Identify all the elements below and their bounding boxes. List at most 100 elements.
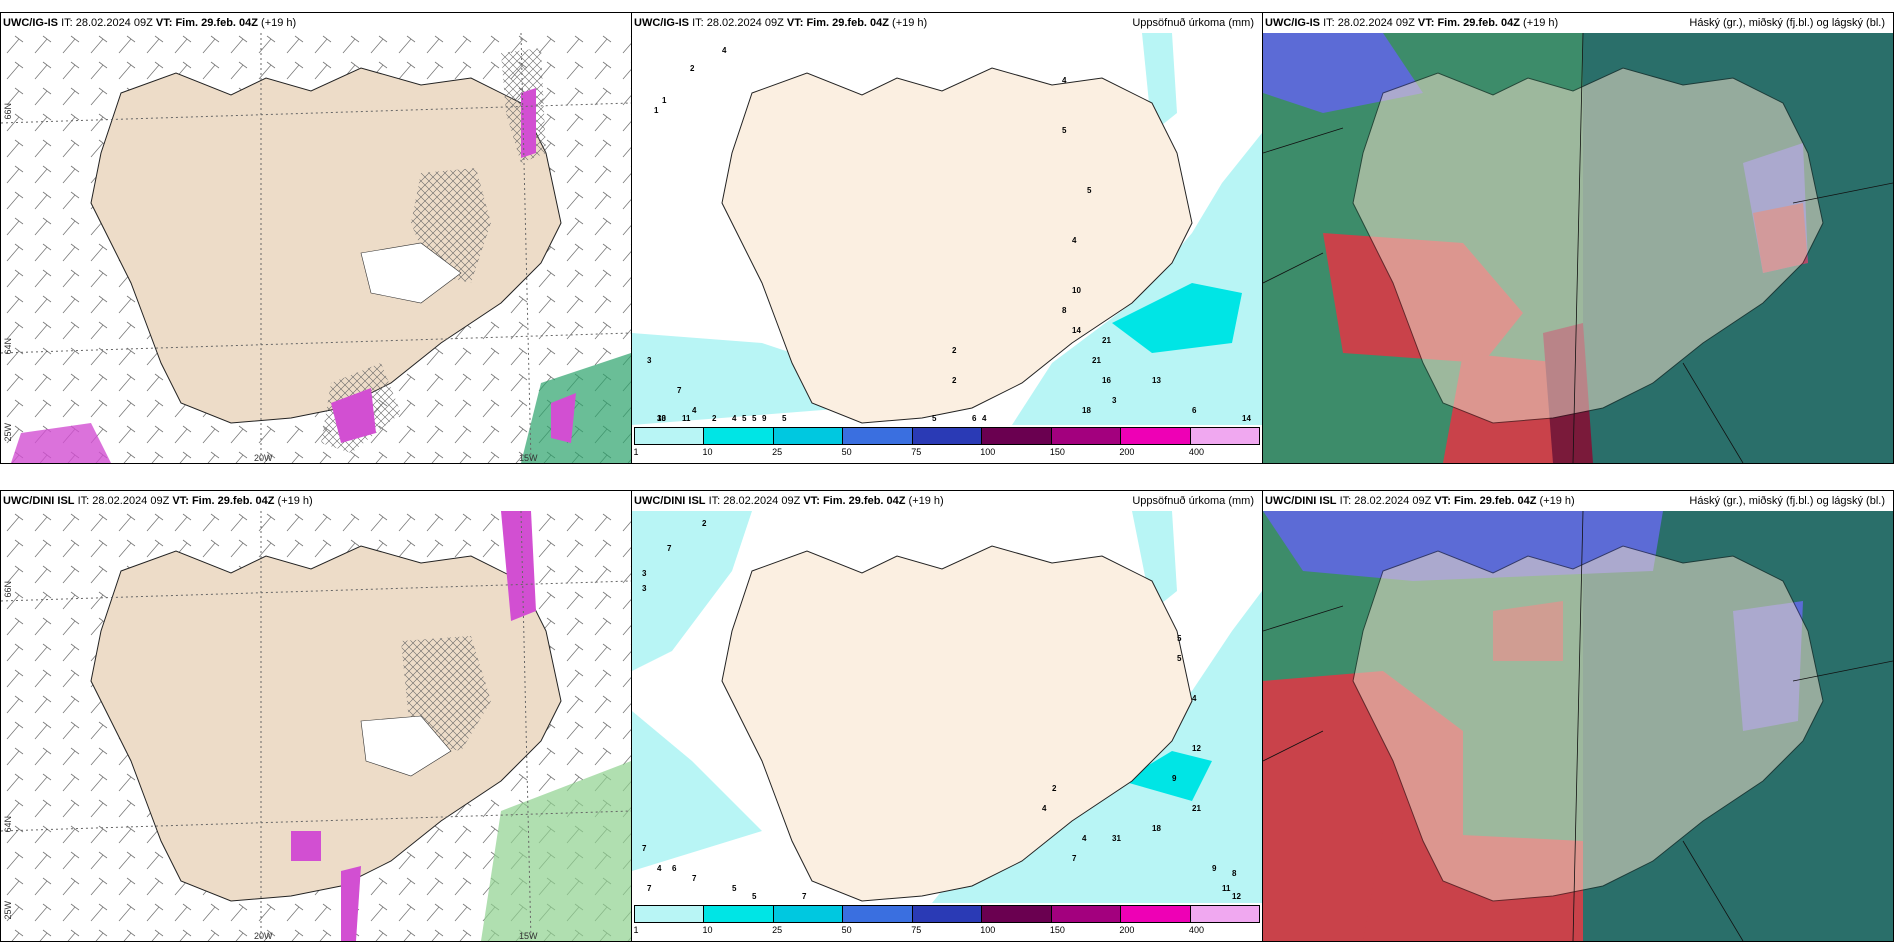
- precip-value-label: 7: [1072, 854, 1077, 863]
- precip-value-label: 1: [654, 106, 659, 115]
- precip-value-label: 4: [1042, 804, 1047, 813]
- precip-value-label: 14: [1242, 414, 1251, 423]
- legend-tick-label: 150: [1049, 447, 1065, 457]
- precip-value-label: 3: [642, 584, 647, 593]
- axis-label-15w: 15W: [519, 931, 538, 941]
- precip-value-label: 5: [752, 414, 757, 423]
- legend-swatch: [982, 428, 1052, 444]
- precip-value-label: 21: [1192, 804, 1201, 813]
- precip-value-label: 4: [692, 406, 697, 415]
- panel-precip-dini: UWC/DINI ISL IT: 28.02.2024 09Z VT: Fim.…: [631, 490, 1263, 942]
- legend-swatch: [912, 906, 983, 922]
- panel-header: UWC/IG-IS IT: 28.02.2024 09Z VT: Fim. 29…: [632, 13, 1262, 33]
- legend-tick-label: 10: [702, 925, 713, 935]
- legend-swatch: [843, 428, 913, 444]
- precip-value-label: 8: [1232, 869, 1237, 878]
- legend-tick-label: 1: [633, 925, 639, 935]
- legend-swatch: [1051, 428, 1122, 444]
- wind-map: [1, 511, 631, 941]
- precip-value-label: 4: [722, 46, 727, 55]
- precip-value-label: 5: [742, 414, 747, 423]
- legend-swatch: [773, 428, 844, 444]
- panel-header: UWC/IG-IS IT: 28.02.2024 09Z VT: Fim. 29…: [1263, 13, 1893, 33]
- axis-label-25w: 25W: [3, 901, 13, 920]
- precip-value-label: 6: [972, 414, 977, 423]
- precip-value-label: 9: [1172, 774, 1177, 783]
- iceland-land: [721, 67, 1193, 424]
- precip-value-label: 5: [752, 892, 757, 901]
- legend-swatch: [773, 906, 844, 922]
- precip-value-label: 12: [1232, 892, 1241, 901]
- precip-value-label: 9: [762, 414, 767, 423]
- legend-tick-label: 200: [1119, 925, 1135, 935]
- precip-value-label: 11: [1222, 884, 1231, 893]
- cloud-map: [1263, 511, 1893, 941]
- precip-value-label: 5: [1062, 126, 1067, 135]
- precip-value-label: 5: [932, 414, 937, 423]
- legend-tick-label: 150: [1049, 925, 1065, 935]
- precip-value-label: 5: [732, 884, 737, 893]
- precip-value-label: 12: [1192, 744, 1201, 753]
- legend-tick-label: 50: [841, 447, 852, 457]
- axis-label-15w: 15W: [519, 453, 538, 463]
- precip-value-label: 11: [682, 414, 691, 423]
- legend-swatch: [704, 906, 774, 922]
- legend-tick-label: 75: [911, 447, 922, 457]
- axis-label-66n: 66N: [3, 103, 13, 120]
- legend-swatch: [635, 906, 705, 922]
- legend-swatch: [1190, 428, 1259, 444]
- iceland-land: [721, 545, 1193, 902]
- precip-map: 2 7 3 3 5 5 4 12 9 21 18 31 4 4 7 9 8 11 12 2 7 4 6 7 7 5 5 7: [632, 511, 1262, 903]
- wind-map: [1, 33, 631, 463]
- precip-value-label: 21: [1102, 336, 1111, 345]
- precip-value-label: 2: [952, 346, 957, 355]
- precip-map: 4 2 1 1 4 5 5 4 10 8 14 21 21 16 18 13 3 6 14 2 2 3 7 4 2 5 4 30 13 1…: [632, 33, 1262, 425]
- precip-legend: 1 10 25 50 75 100 150 200 400: [632, 903, 1262, 941]
- precip-value-label: 2: [952, 376, 957, 385]
- precip-value-label: 4: [1192, 694, 1197, 703]
- legend-swatch: [704, 428, 774, 444]
- precip-value-label: 4: [1082, 834, 1087, 843]
- panel-wind-dini: UWC/DINI ISL IT: 28.02.2024 09Z VT: Fim.…: [0, 490, 632, 942]
- panel-header: UWC/DINI ISL IT: 28.02.2024 09Z VT: Fim.…: [1, 491, 631, 511]
- panel-clouds-dini: UWC/DINI ISL IT: 28.02.2024 09Z VT: Fim.…: [1262, 490, 1894, 942]
- precip-value-label: 30: [657, 414, 666, 423]
- legend-swatch: [843, 906, 913, 922]
- precip-legend: 1 10 25 50 75 100 150 200 400: [632, 425, 1262, 463]
- precip-value-label: 7: [677, 386, 682, 395]
- panel-header: UWC/DINI ISL IT: 28.02.2024 09Z VT: Fim.…: [632, 491, 1262, 511]
- legend-tick-label: 400: [1188, 925, 1204, 935]
- precip-value-label: 4: [982, 414, 987, 423]
- precip-value-label: 2: [712, 414, 717, 423]
- precip-value-label: 18: [1152, 824, 1161, 833]
- legend-tick-label: 25: [772, 925, 783, 935]
- legend-swatch: [912, 428, 983, 444]
- precip-value-label: 7: [802, 892, 807, 901]
- precip-value-label: 16: [1102, 376, 1111, 385]
- legend-swatch: [1121, 428, 1191, 444]
- legend-tick-label: 100: [980, 447, 996, 457]
- precip-value-label: 4: [1062, 76, 1067, 85]
- precip-value-label: 9: [1212, 864, 1217, 873]
- legend-tick-label: 50: [841, 925, 852, 935]
- precip-value-label: 3: [647, 356, 652, 365]
- panel-precip-igis: UWC/IG-IS IT: 28.02.2024 09Z VT: Fim. 29…: [631, 12, 1263, 464]
- precip-value-label: 8: [1062, 306, 1067, 315]
- axis-label-20w: 20W: [254, 453, 273, 463]
- precip-value-label: 7: [692, 874, 697, 883]
- axis-label-25w: 25W: [3, 423, 13, 442]
- precip-value-label: 5: [782, 414, 787, 423]
- precip-value-label: 1: [662, 96, 667, 105]
- legend-swatch: [635, 428, 705, 444]
- legend-tick-label: 75: [911, 925, 922, 935]
- precip-value-label: 5: [1177, 634, 1182, 643]
- precip-value-label: 3: [642, 569, 647, 578]
- precip-value-label: 5: [1087, 186, 1092, 195]
- precip-value-label: 10: [1072, 286, 1081, 295]
- axis-label-64n: 64N: [3, 816, 13, 833]
- precip-value-label: 6: [1192, 406, 1197, 415]
- legend-swatch: [1121, 906, 1191, 922]
- precip-value-label: 3: [1112, 396, 1117, 405]
- panel-header: UWC/IG-IS IT: 28.02.2024 09Z VT: Fim. 29…: [1, 13, 631, 33]
- axis-label-64n: 64N: [3, 338, 13, 355]
